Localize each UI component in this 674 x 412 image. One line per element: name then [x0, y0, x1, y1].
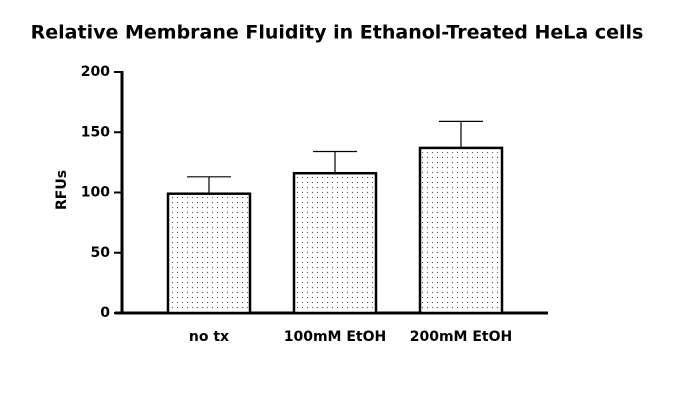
- y-tick-label: 150: [81, 124, 110, 140]
- x-tick-label: 200mM EtOH: [410, 329, 513, 345]
- x-tick-label: 100mM EtOH: [284, 329, 387, 345]
- bar: [292, 171, 378, 315]
- y-tick-label: 50: [91, 245, 111, 261]
- chart-title: Relative Membrane Fluidity in Ethanol-Tr…: [31, 22, 644, 44]
- bar: [418, 146, 504, 315]
- x-tick-label: no tx: [189, 329, 229, 345]
- y-tick-label: 0: [100, 305, 110, 321]
- y-tick-label: 200: [81, 64, 110, 80]
- y-tick-label: 100: [81, 185, 110, 201]
- bar: [166, 192, 252, 315]
- y-axis-label: RFUs: [54, 170, 70, 210]
